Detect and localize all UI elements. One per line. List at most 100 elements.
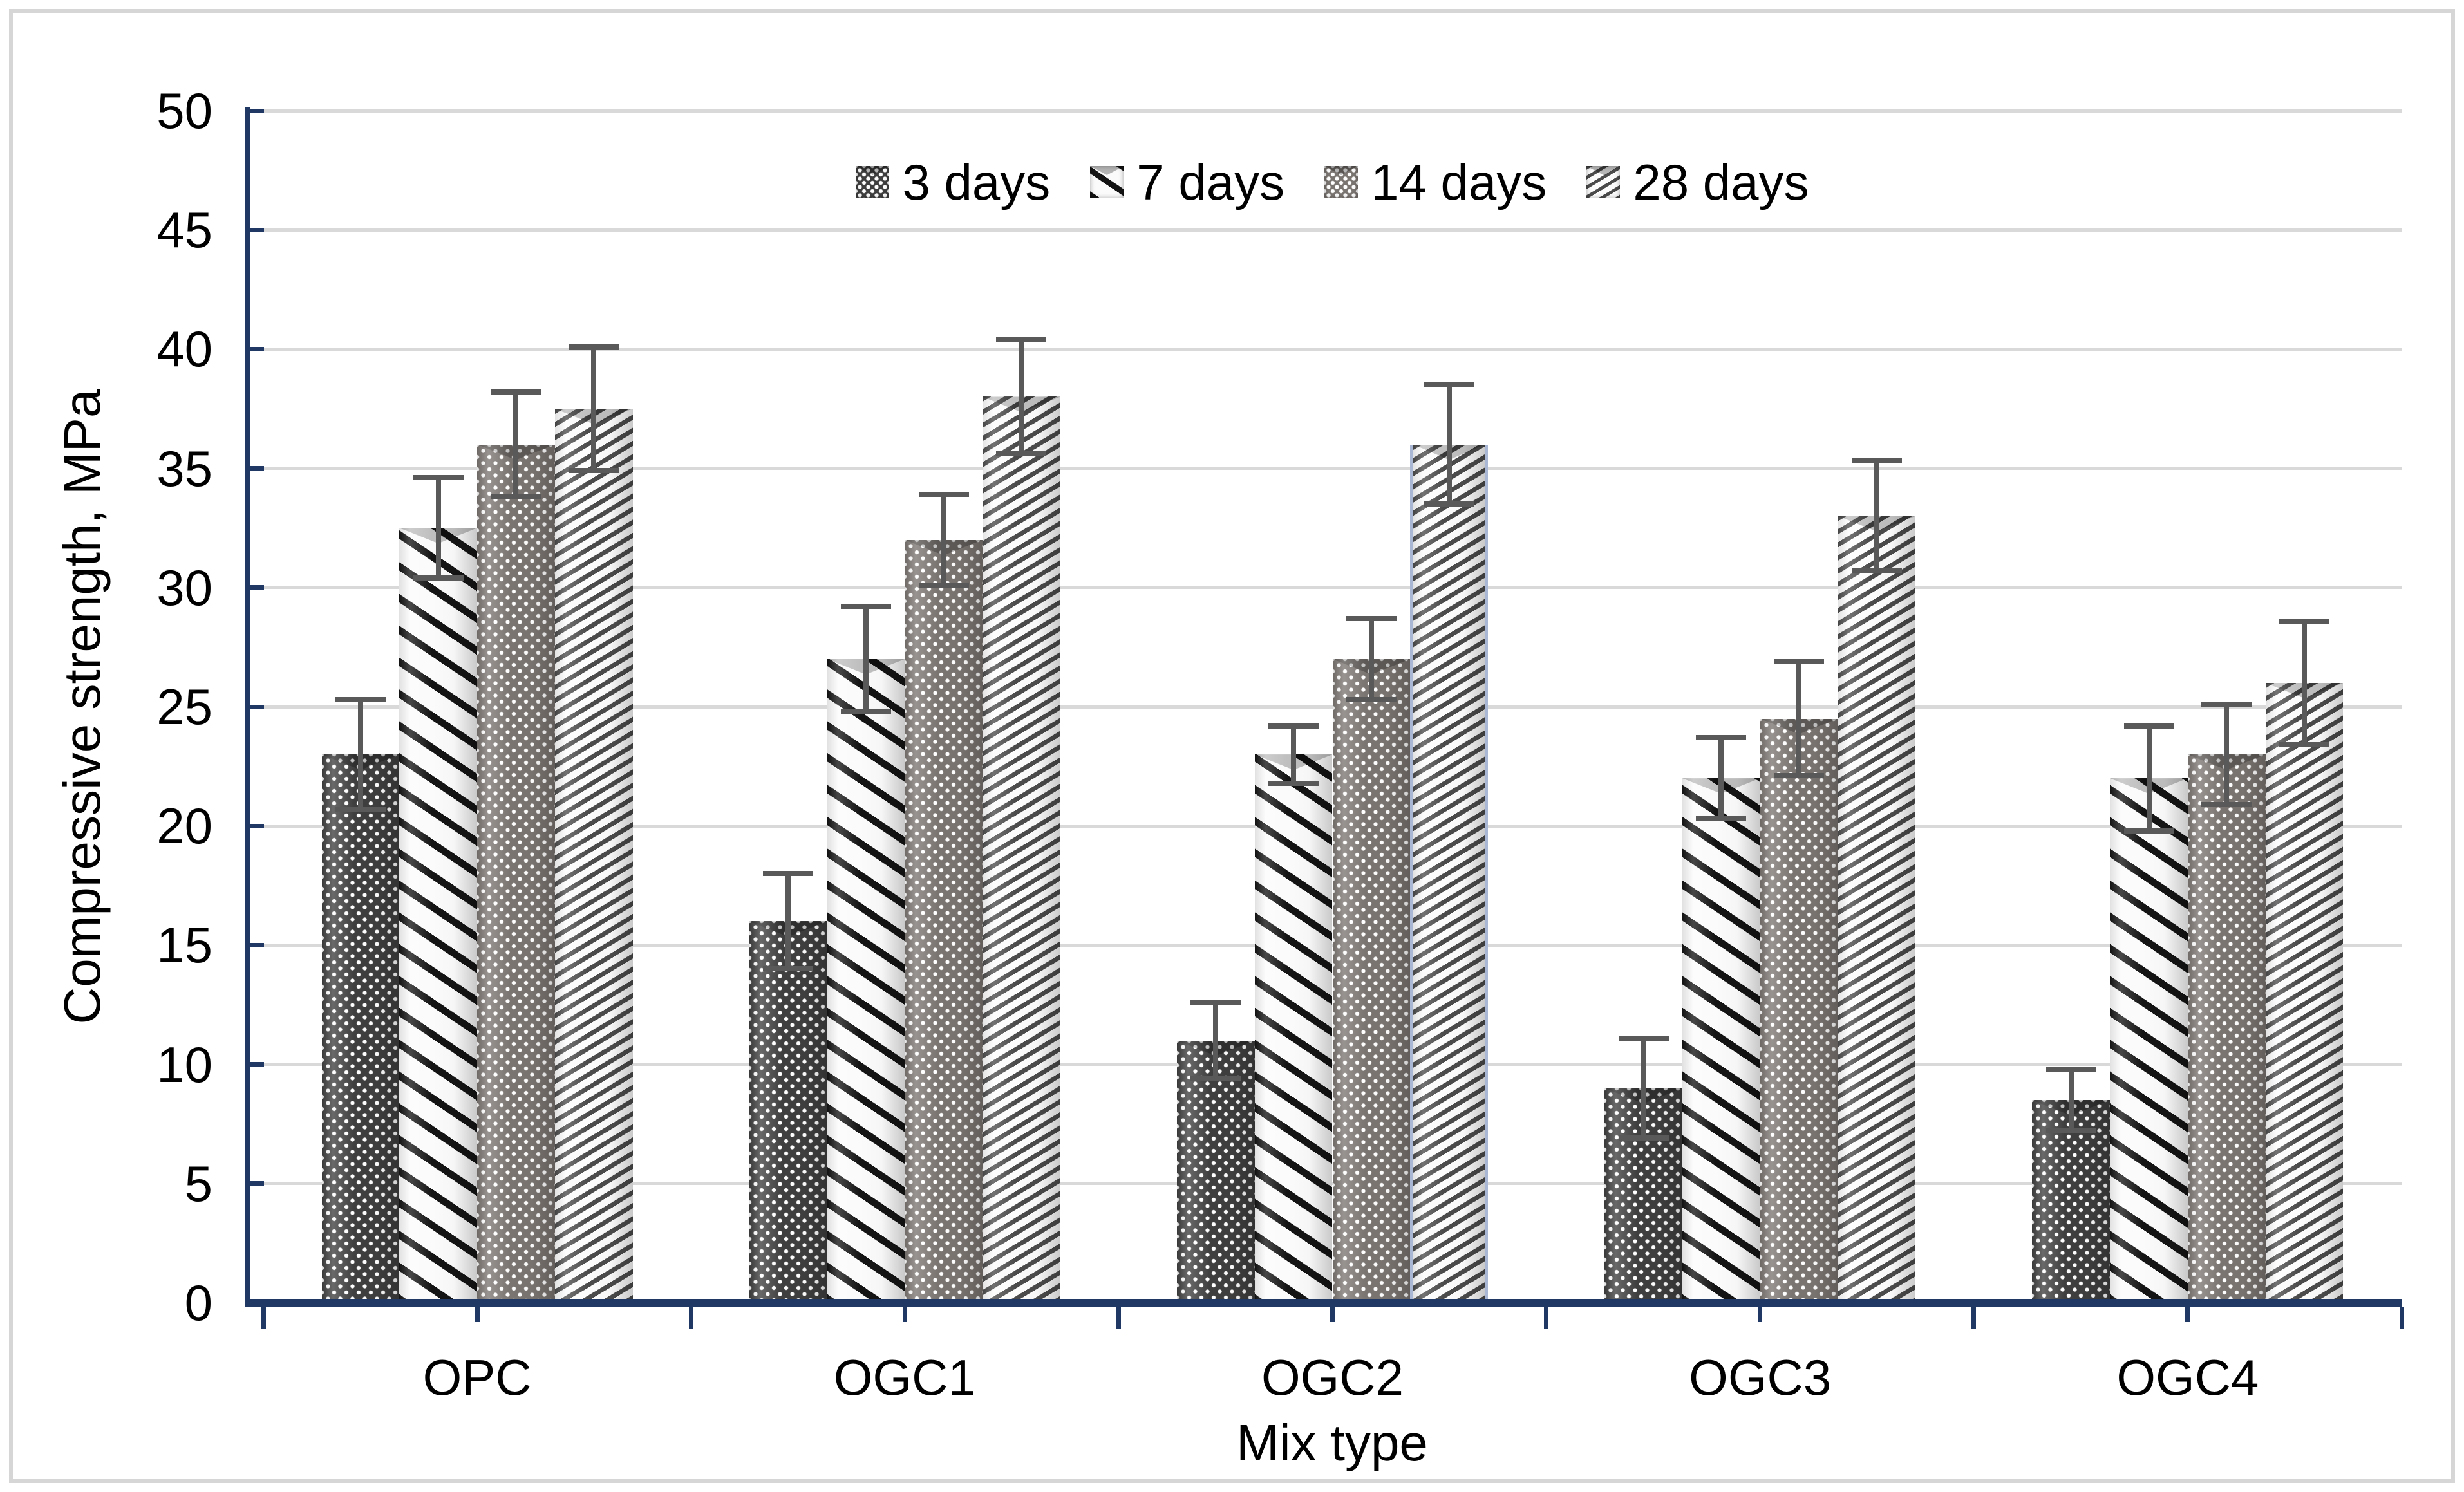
error-bar-top-cap (413, 475, 464, 481)
error-bar-line (1019, 339, 1024, 454)
error-bar-bottom-cap (491, 494, 541, 500)
error-bar-line (1718, 738, 1724, 819)
error-bar-line (2146, 725, 2152, 831)
y-axis-tick (245, 227, 264, 232)
legend-swatch-7-days-icon (1090, 166, 1124, 198)
bar-OGC1-3-days (749, 921, 827, 1303)
error-bar-top-cap (1190, 1000, 1241, 1005)
bar-OGC2-3-days (1176, 1040, 1255, 1303)
error-bar-line (435, 478, 441, 578)
error-bar-line (785, 873, 791, 969)
bar-OPC-3-days (321, 754, 400, 1303)
bar-OPC-28-days (554, 409, 633, 1303)
error-bar-line (513, 392, 519, 498)
legend-label: 7 days (1136, 154, 1285, 210)
category-label: OGC4 (2116, 1349, 2259, 1406)
y-tick-label: 50 (156, 82, 212, 139)
bar-OGC3-3-days (1604, 1088, 1682, 1303)
error-bar-bottom-cap (996, 451, 1047, 457)
error-bar-bottom-cap (1346, 696, 1397, 702)
error-bar-line (357, 699, 363, 810)
x-axis-line (245, 1299, 2402, 1307)
error-bar-bottom-cap (2279, 742, 2330, 748)
x-axis-center-tick (1330, 1307, 1335, 1322)
bar-OGC3-7-days (1682, 778, 1760, 1303)
y-axis-tick (245, 1181, 264, 1186)
legend-item: 3 days (856, 153, 1050, 211)
y-axis-tick (245, 823, 264, 828)
bar-OGC4-14-days (2187, 754, 2266, 1303)
error-bar-line (2302, 620, 2308, 745)
error-bar-bottom-cap (2123, 828, 2174, 834)
y-axis-tick (245, 346, 264, 351)
y-tick-label: 30 (156, 559, 212, 616)
bar-OGC3-28-days (1838, 516, 1916, 1303)
error-bar-top-cap (918, 492, 969, 498)
error-bar-top-cap (996, 337, 1047, 342)
gridline (263, 228, 2402, 232)
y-axis-tick (245, 585, 264, 590)
error-bar-line (1446, 384, 1452, 505)
y-axis-tick (245, 1062, 264, 1067)
error-bar-bottom-cap (413, 575, 464, 581)
x-axis-title: Mix type (1236, 1414, 1428, 1471)
error-bar-line (1796, 661, 1802, 776)
error-bar-line (1641, 1038, 1646, 1139)
category-label: OGC3 (1689, 1349, 1832, 1406)
error-bar-line (1368, 618, 1374, 700)
error-bar-bottom-cap (1268, 780, 1319, 786)
y-tick-label: 35 (156, 440, 212, 497)
gridline (263, 467, 2402, 471)
y-axis-line (245, 107, 250, 1307)
y-axis-tick (245, 466, 264, 471)
error-bar-line (1874, 461, 1879, 571)
error-bar-line (1213, 1002, 1219, 1079)
y-tick-label: 45 (156, 201, 212, 259)
error-bar-top-cap (1424, 382, 1474, 387)
legend-label: 3 days (902, 154, 1051, 210)
x-axis-center-tick (475, 1307, 480, 1322)
y-axis-tick (245, 942, 264, 947)
error-bar-bottom-cap (1618, 1135, 1669, 1141)
x-axis-boundary-tick (2399, 1307, 2404, 1329)
bar-OGC4-3-days (2032, 1100, 2111, 1303)
x-axis-boundary-tick (1544, 1307, 1549, 1329)
gridline (263, 586, 2402, 590)
error-bar-top-cap (1696, 735, 1747, 741)
bar-OGC2-14-days (1332, 658, 1411, 1303)
legend-label: 28 days (1633, 154, 1809, 210)
x-axis-boundary-tick (1971, 1307, 1977, 1329)
error-bar-bottom-cap (2201, 801, 2252, 807)
x-axis-center-tick (2185, 1307, 2190, 1322)
error-bar-bottom-cap (569, 468, 619, 474)
error-bar-line (591, 346, 597, 471)
error-bar-line (1291, 725, 1297, 783)
error-bar-top-cap (1268, 723, 1319, 729)
error-bar-top-cap (1851, 458, 1902, 464)
legend-swatch-14-days-icon (1324, 166, 1359, 198)
bar-OGC1-28-days (983, 396, 1060, 1303)
gridline (263, 347, 2402, 351)
error-bar-line (2068, 1069, 2074, 1132)
error-bar-bottom-cap (918, 583, 969, 588)
x-axis-boundary-tick (261, 1307, 266, 1329)
error-bar-top-cap (840, 604, 891, 610)
legend-swatch-28-days-icon (1586, 166, 1621, 198)
error-bar-top-cap (1346, 615, 1397, 621)
bar-OGC1-14-days (905, 539, 983, 1303)
error-bar-bottom-cap (840, 709, 891, 714)
error-bar-bottom-cap (335, 807, 386, 812)
error-bar-top-cap (763, 871, 814, 877)
y-tick-label: 0 (184, 1274, 212, 1331)
error-bar-top-cap (1618, 1035, 1669, 1041)
bar-OPC-14-days (477, 444, 555, 1303)
error-bar-top-cap (2045, 1067, 2096, 1072)
error-bar-line (863, 606, 869, 712)
error-bar-line (2224, 704, 2230, 805)
error-bar-bottom-cap (1424, 501, 1474, 507)
error-bar-line (941, 494, 946, 586)
error-bar-top-cap (1774, 658, 1825, 664)
legend-item: 14 days (1324, 153, 1547, 211)
error-bar-bottom-cap (1190, 1076, 1241, 1081)
